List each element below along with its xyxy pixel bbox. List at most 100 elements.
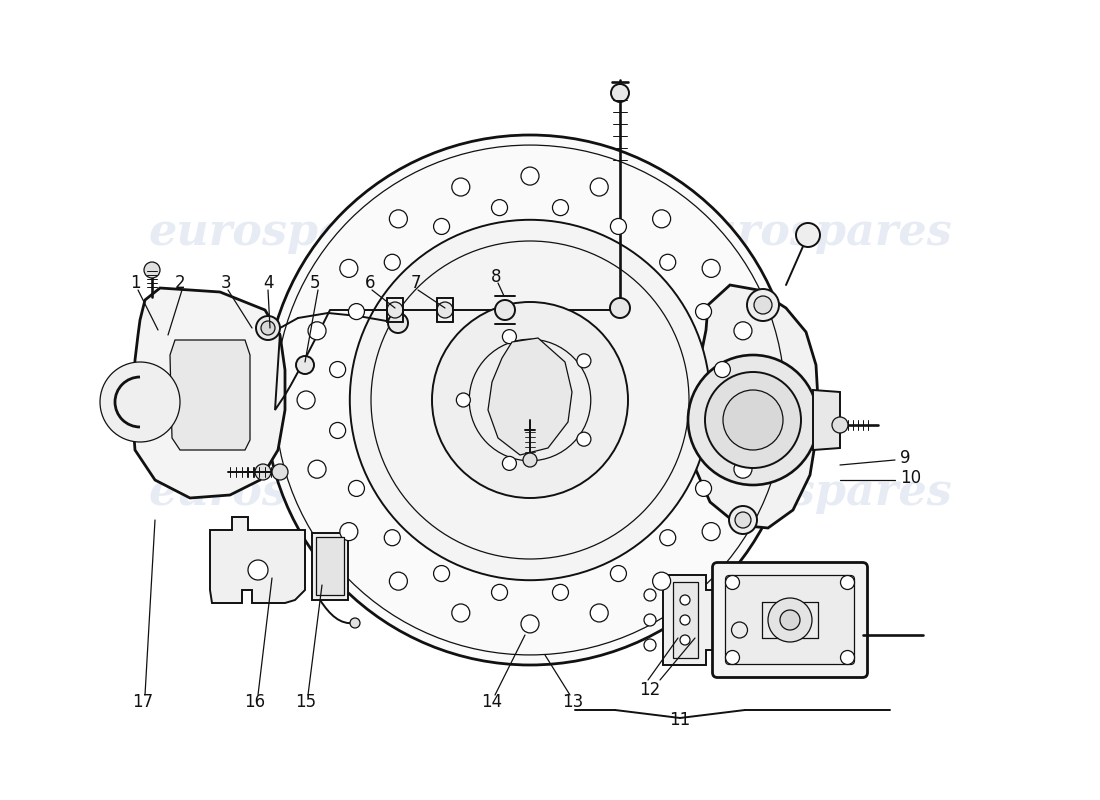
Circle shape xyxy=(610,218,626,234)
Circle shape xyxy=(644,614,656,626)
Circle shape xyxy=(296,356,314,374)
Text: 6: 6 xyxy=(365,274,375,292)
Polygon shape xyxy=(170,340,250,450)
Text: eurospares: eurospares xyxy=(148,470,424,514)
Polygon shape xyxy=(132,288,285,498)
Circle shape xyxy=(350,220,711,580)
Circle shape xyxy=(768,598,812,642)
Circle shape xyxy=(723,390,783,450)
Polygon shape xyxy=(673,582,698,658)
Circle shape xyxy=(747,289,779,321)
Circle shape xyxy=(832,417,848,433)
Circle shape xyxy=(552,200,569,216)
Circle shape xyxy=(652,572,671,590)
Text: eurospares: eurospares xyxy=(676,210,952,254)
Circle shape xyxy=(433,566,450,582)
Polygon shape xyxy=(316,537,344,595)
Text: 16: 16 xyxy=(244,693,265,711)
Circle shape xyxy=(389,572,407,590)
Circle shape xyxy=(384,254,400,270)
Circle shape xyxy=(726,650,739,665)
Circle shape xyxy=(350,618,360,628)
Circle shape xyxy=(387,302,403,318)
Circle shape xyxy=(456,393,471,407)
Text: 15: 15 xyxy=(296,693,317,711)
Circle shape xyxy=(705,372,801,468)
Circle shape xyxy=(576,432,591,446)
Circle shape xyxy=(297,391,315,409)
Circle shape xyxy=(492,584,507,600)
Circle shape xyxy=(522,453,537,467)
Text: 8: 8 xyxy=(491,268,502,286)
Circle shape xyxy=(503,330,516,344)
Circle shape xyxy=(308,460,326,478)
Text: eurospares: eurospares xyxy=(676,470,952,514)
Circle shape xyxy=(660,254,675,270)
Circle shape xyxy=(452,178,470,196)
Circle shape xyxy=(680,635,690,645)
Circle shape xyxy=(680,595,690,605)
Circle shape xyxy=(644,589,656,601)
Text: 3: 3 xyxy=(221,274,231,292)
FancyBboxPatch shape xyxy=(713,562,868,678)
Circle shape xyxy=(840,575,855,590)
Circle shape xyxy=(754,296,772,314)
Circle shape xyxy=(521,615,539,633)
Circle shape xyxy=(695,481,712,497)
Circle shape xyxy=(437,302,453,318)
Circle shape xyxy=(591,604,608,622)
Polygon shape xyxy=(312,533,348,600)
Circle shape xyxy=(340,522,358,541)
Circle shape xyxy=(745,391,763,409)
Circle shape xyxy=(100,362,180,442)
Circle shape xyxy=(248,560,268,580)
Circle shape xyxy=(591,178,608,196)
Text: 9: 9 xyxy=(900,449,911,467)
Text: 14: 14 xyxy=(482,693,503,711)
Circle shape xyxy=(680,615,690,625)
Text: 11: 11 xyxy=(670,711,691,729)
Text: 2: 2 xyxy=(175,274,185,292)
Text: 12: 12 xyxy=(639,681,661,699)
Circle shape xyxy=(610,566,626,582)
Circle shape xyxy=(389,210,407,228)
Circle shape xyxy=(308,322,326,340)
Circle shape xyxy=(330,422,345,438)
Circle shape xyxy=(652,210,671,228)
Circle shape xyxy=(734,322,752,340)
Text: 4: 4 xyxy=(263,274,273,292)
Circle shape xyxy=(688,355,818,485)
Circle shape xyxy=(261,321,275,335)
Circle shape xyxy=(702,259,721,278)
Text: 1: 1 xyxy=(130,274,141,292)
Circle shape xyxy=(714,422,730,438)
FancyBboxPatch shape xyxy=(726,575,855,665)
Circle shape xyxy=(503,456,516,470)
Circle shape xyxy=(610,298,630,318)
Text: eurospares: eurospares xyxy=(148,210,424,254)
Circle shape xyxy=(349,303,364,319)
Circle shape xyxy=(272,464,288,480)
Circle shape xyxy=(726,575,739,590)
Circle shape xyxy=(256,316,280,340)
Circle shape xyxy=(796,223,820,247)
Polygon shape xyxy=(813,390,840,450)
Circle shape xyxy=(644,639,656,651)
Text: 10: 10 xyxy=(900,469,921,487)
Polygon shape xyxy=(663,575,720,665)
Circle shape xyxy=(255,464,271,480)
Circle shape xyxy=(780,610,800,630)
Text: 5: 5 xyxy=(310,274,320,292)
Circle shape xyxy=(265,135,795,665)
Polygon shape xyxy=(210,517,305,603)
Polygon shape xyxy=(693,285,818,528)
Circle shape xyxy=(576,354,591,368)
Circle shape xyxy=(610,84,629,102)
Circle shape xyxy=(452,604,470,622)
Circle shape xyxy=(492,200,507,216)
Circle shape xyxy=(330,362,345,378)
Circle shape xyxy=(714,362,730,378)
Circle shape xyxy=(384,530,400,546)
Circle shape xyxy=(495,300,515,320)
Circle shape xyxy=(660,530,675,546)
